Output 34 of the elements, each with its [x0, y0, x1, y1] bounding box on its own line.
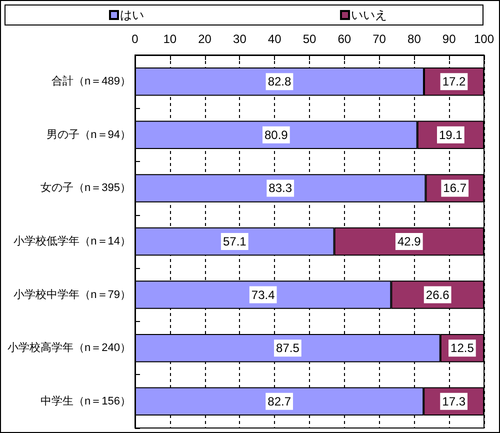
x-tick-label: 30	[233, 32, 247, 46]
data-label: 17.2	[442, 74, 466, 89]
x-tick-label: 10	[163, 32, 177, 46]
x-tick-label: 100	[474, 32, 494, 46]
x-tick-label: 40	[268, 32, 282, 46]
data-label: 82.7	[268, 394, 292, 408]
data-label: 80.9	[264, 128, 288, 142]
data-label: 42.9	[397, 234, 422, 248]
y-tick-label: 小学校高学年（n＝240）	[8, 341, 131, 354]
data-label: 16.7	[443, 181, 467, 196]
legend-label: いいえ	[351, 8, 387, 22]
y-tick-label: 合計（n＝489）	[52, 74, 131, 88]
x-tick-label: 90	[442, 32, 456, 46]
data-label: 17.3	[442, 394, 466, 408]
y-tick-label: 中学生（n＝156）	[40, 394, 131, 408]
data-label: 19.1	[438, 128, 463, 142]
data-label: 82.8	[268, 74, 292, 89]
x-tick-label: 80	[408, 32, 422, 46]
x-tick-label: 70	[372, 32, 386, 46]
x-tick-label: 20	[198, 32, 212, 46]
data-label: 73.4	[251, 288, 276, 302]
data-label: 57.1	[222, 234, 247, 248]
data-label: 26.6	[426, 288, 450, 302]
x-tick-label: 50	[302, 32, 316, 46]
y-tick-label: 女の子（n＝395）	[40, 182, 131, 194]
y-tick-label: 小学校中学年（n＝79）	[14, 288, 131, 301]
y-tick-label: 男の子（n＝94）	[46, 128, 131, 141]
data-label: 87.5	[276, 341, 300, 356]
x-tick-label: 60	[338, 32, 352, 46]
legend-label: はい	[120, 8, 144, 22]
x-tick-label: 0	[132, 32, 139, 46]
y-tick-label: 小学校低学年（n＝14）	[14, 234, 131, 248]
data-label: 12.5	[450, 341, 474, 356]
data-label: 83.3	[268, 181, 292, 196]
